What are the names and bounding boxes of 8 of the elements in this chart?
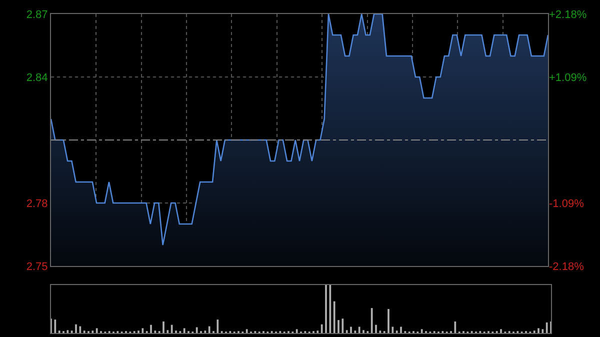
- y2-tick-label: -1.09%: [549, 198, 584, 210]
- y-tick-label: 2.75: [26, 260, 48, 273]
- y2-tick-label: +2.18%: [549, 8, 587, 21]
- y2-tick-label: -2.18%: [549, 260, 584, 273]
- y-tick-label: 2.84: [26, 72, 48, 84]
- y2-tick-label: +1.09%: [549, 72, 587, 84]
- y-tick-label: 2.78: [26, 198, 48, 210]
- y-tick-label: 2.87: [26, 8, 48, 21]
